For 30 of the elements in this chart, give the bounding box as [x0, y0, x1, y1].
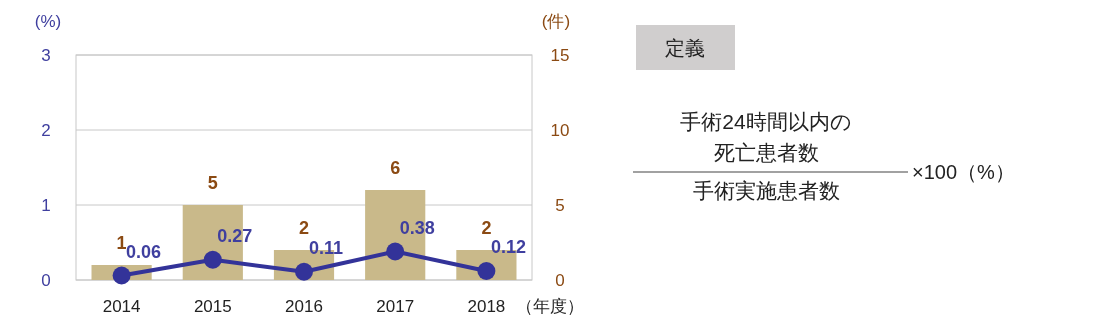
y-tick-label: 3	[41, 46, 51, 65]
x-tick-label: 2017	[376, 297, 415, 316]
text: 手術24時間以内の	[680, 110, 852, 133]
text: 死亡患者数	[713, 141, 819, 164]
y2-axis-title: (件)	[541, 12, 571, 31]
x-tick-label: 2014	[102, 297, 141, 316]
x-tick-label: 2015	[193, 297, 232, 316]
y-tick-label: 1	[41, 196, 51, 215]
y-axis-title: (%)	[34, 12, 62, 31]
data-label: 6	[390, 158, 401, 178]
y-tick-label: 0	[41, 271, 51, 290]
point	[386, 242, 405, 261]
data-label: 2	[481, 218, 492, 238]
data-label: 0.06	[126, 241, 162, 262]
data-label: 5	[207, 173, 218, 193]
text: 定義	[665, 37, 705, 59]
point	[203, 250, 222, 269]
y2-tick-label: 15	[550, 46, 570, 65]
y2-tick-label: 10	[550, 121, 570, 140]
y2-tick-label: 0	[555, 271, 565, 290]
y2-tick-label: 5	[555, 196, 565, 215]
text: ×100（%）	[912, 161, 1015, 183]
x-tick-label: 2018	[467, 297, 506, 316]
point	[112, 266, 131, 285]
x-tick-label: 2016	[285, 297, 323, 316]
data-label: 2	[298, 218, 310, 238]
y-tick-label: 2	[41, 121, 51, 140]
x-axis-title: （年度）	[516, 297, 584, 316]
data-label: 1	[116, 233, 127, 253]
text: 手術実施患者数	[692, 179, 840, 202]
